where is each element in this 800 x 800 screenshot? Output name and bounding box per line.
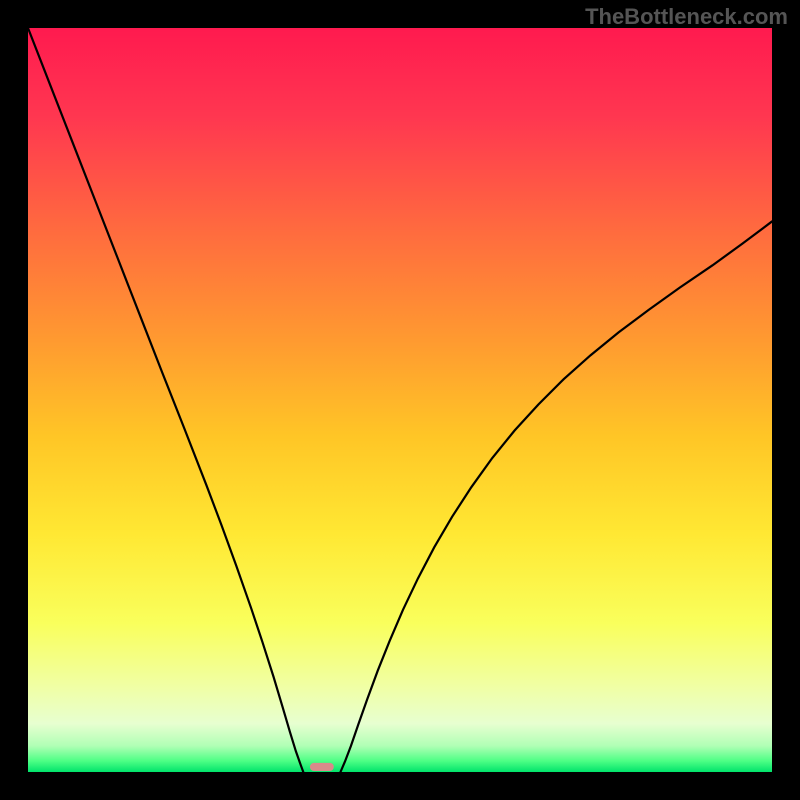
plot-area [28,28,772,772]
chart-container: { "chart": { "type": "line", "canvas": {… [0,0,800,800]
optimal-point-marker [310,763,334,771]
bottleneck-chart [0,0,800,800]
watermark-text: TheBottleneck.com [585,4,788,30]
